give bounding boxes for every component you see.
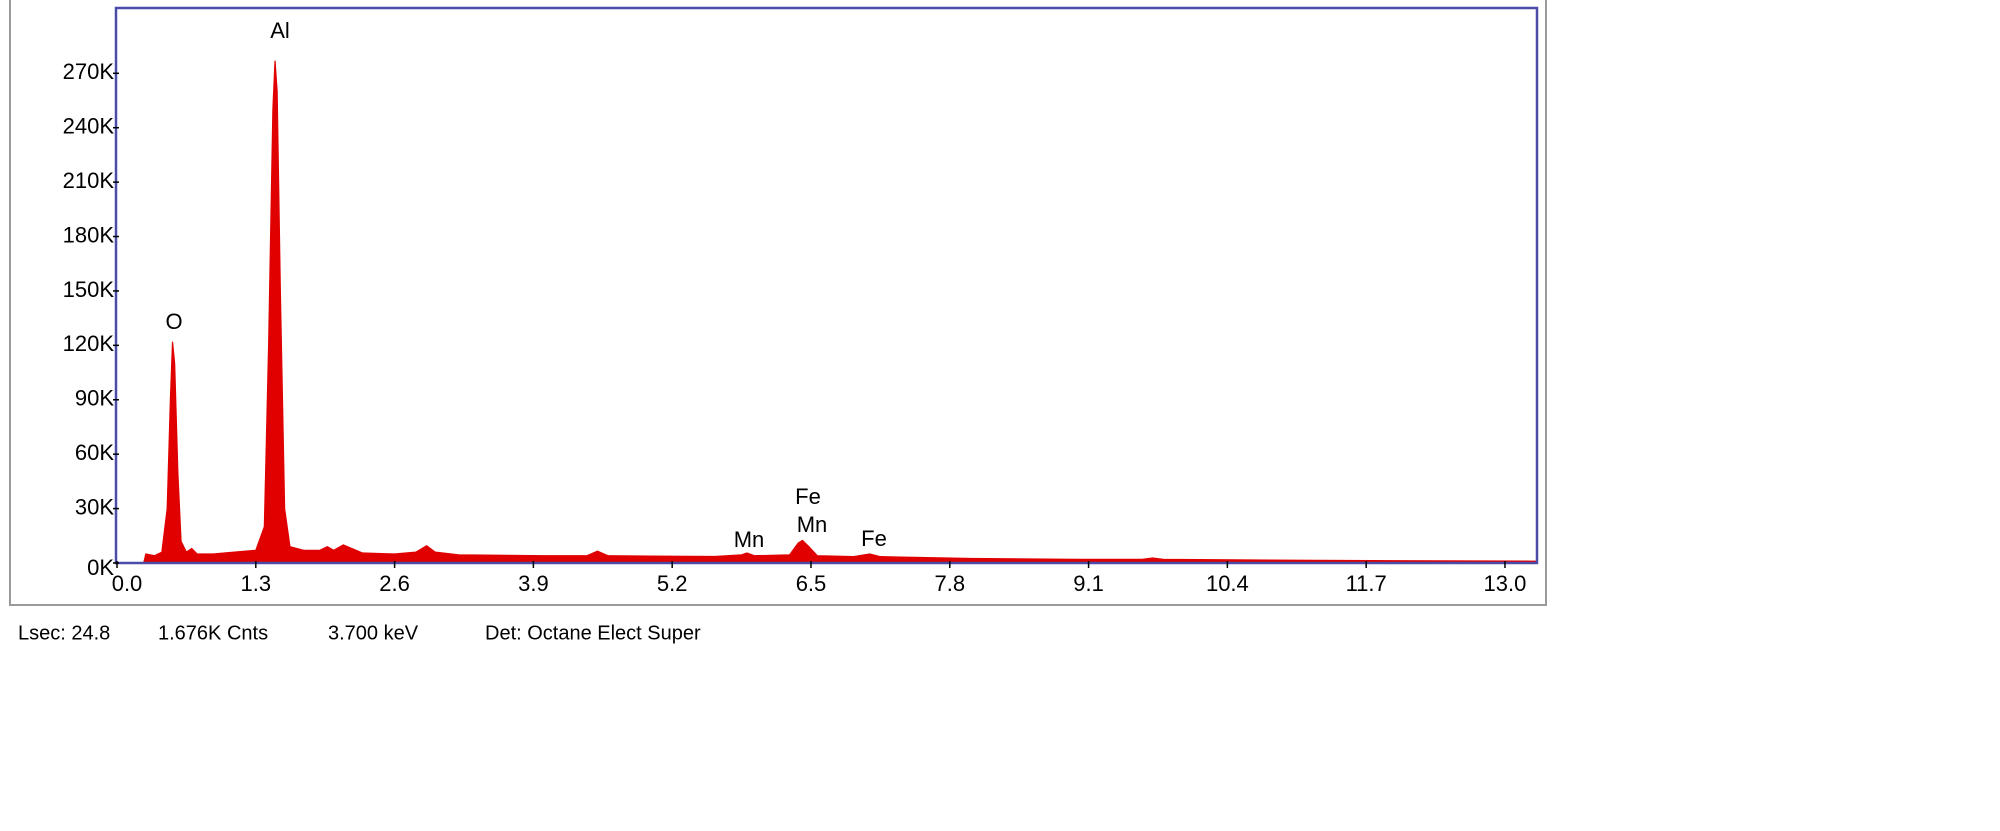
x-tick-label: 5.2 xyxy=(657,571,688,596)
spectrum xyxy=(142,60,1538,564)
peak-label: Mn xyxy=(797,512,828,537)
peak-label: O xyxy=(165,309,182,334)
x-tick-label: 10.4 xyxy=(1206,571,1249,596)
status-text: 3.700 keV xyxy=(328,622,419,644)
x-tick-label: 3.9 xyxy=(518,571,549,596)
status-text: 1.676K Cnts xyxy=(158,622,268,644)
x-tick-label: 9.1 xyxy=(1073,571,1104,596)
plot-border xyxy=(114,6,1539,565)
outer-frame xyxy=(9,0,1547,606)
x-tick-label: 11.7 xyxy=(1346,571,1387,596)
x-tick-label: 6.5 xyxy=(796,571,827,596)
y-tick-label: 90K xyxy=(75,386,114,411)
y-tick-label: 0K xyxy=(87,555,114,580)
y-tick-label: 210K xyxy=(63,168,115,193)
x-tick-label: 7.8 xyxy=(934,571,965,596)
peak-label: Mn xyxy=(734,527,765,552)
peak-label: Fe xyxy=(795,484,821,509)
x-tick-label: 0.0 xyxy=(112,571,143,596)
x-tick-label: 13.0 xyxy=(1484,571,1527,596)
y-tick-label: 180K xyxy=(63,222,115,247)
y-tick-label: 60K xyxy=(75,440,114,465)
peak-label: Fe xyxy=(861,526,887,551)
plot-area xyxy=(142,60,1538,564)
y-tick-label: 120K xyxy=(63,331,115,356)
status-text: Lsec: 24.8 xyxy=(18,622,110,644)
x-tick-label: 2.6 xyxy=(379,571,410,596)
status-text: Det: Octane Elect Super xyxy=(485,622,701,644)
peak-label: Al xyxy=(270,18,290,43)
y-tick-label: 270K xyxy=(63,59,115,84)
y-tick-label: 240K xyxy=(63,114,115,139)
y-tick-label: 150K xyxy=(63,277,115,302)
y-tick-label: 30K xyxy=(75,494,114,519)
x-tick-label: 1.3 xyxy=(241,571,272,596)
